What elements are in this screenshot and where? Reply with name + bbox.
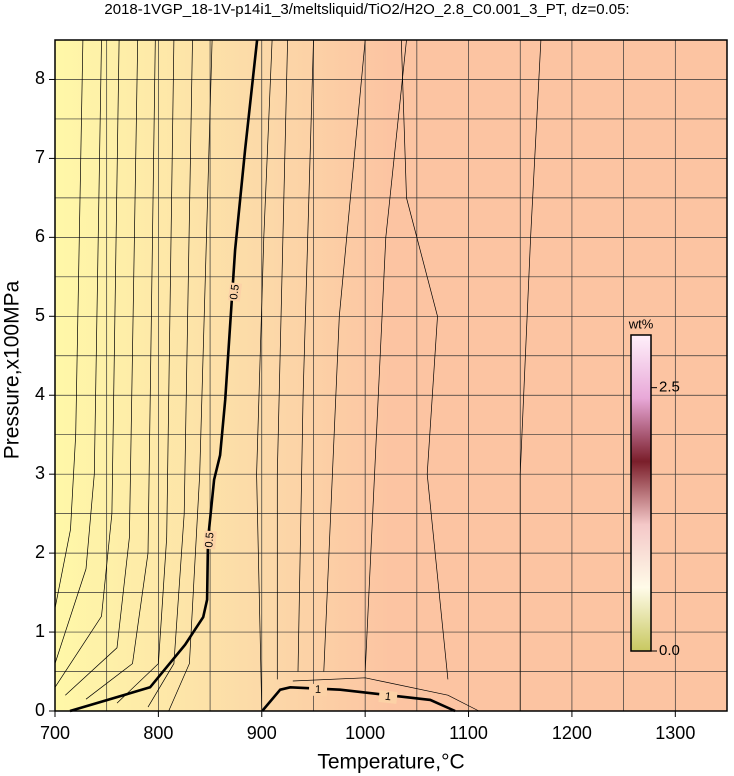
colorbar bbox=[630, 334, 652, 652]
contour-label: 0.5 bbox=[203, 532, 216, 548]
contour-label: 1 bbox=[315, 684, 322, 696]
contour-label-bg bbox=[308, 683, 328, 697]
x-axis-label: Temperature,°C bbox=[317, 751, 464, 774]
contour-line bbox=[54, 39, 102, 664]
contour-line bbox=[54, 39, 84, 609]
contour-line bbox=[85, 39, 156, 700]
colorbar-tick-label: 2.5 bbox=[659, 379, 680, 396]
y-axis-label: Pressure,x100MPa bbox=[1, 280, 24, 459]
colorbar-label: wt% bbox=[628, 316, 654, 331]
x-tick-label: 1300 bbox=[655, 723, 695, 743]
contour-label-bg bbox=[378, 690, 398, 704]
x-tick-label: 1100 bbox=[449, 723, 488, 743]
y-tick-label: 8 bbox=[35, 68, 45, 88]
y-tick-label: 2 bbox=[35, 542, 45, 562]
contour-line bbox=[276, 39, 288, 680]
x-tick-label: 1200 bbox=[552, 723, 592, 743]
contour-line bbox=[65, 39, 139, 696]
contour-line bbox=[147, 39, 193, 708]
y-tick-label: 6 bbox=[35, 226, 45, 246]
plot-frame bbox=[54, 39, 728, 712]
contour-line bbox=[168, 39, 213, 712]
contour-label: 1 bbox=[384, 691, 391, 704]
contour-line bbox=[116, 39, 175, 704]
contour-label-bg bbox=[227, 282, 243, 302]
y-tick-label: 4 bbox=[35, 384, 45, 404]
contour-line bbox=[292, 677, 480, 712]
x-tick-label: 900 bbox=[247, 723, 277, 743]
y-tick-label: 1 bbox=[35, 621, 45, 641]
y-tick-label: 0 bbox=[35, 700, 45, 720]
contour-line bbox=[54, 39, 120, 688]
y-tick-label: 5 bbox=[35, 305, 45, 325]
contour-label-bg bbox=[203, 530, 217, 550]
contour-line bbox=[519, 39, 542, 711]
contour-line bbox=[400, 39, 449, 680]
x-tick-label: 700 bbox=[40, 723, 70, 743]
y-tick-label: 3 bbox=[35, 463, 45, 483]
contour-line bbox=[297, 39, 314, 672]
x-tick-label: 800 bbox=[143, 723, 173, 743]
y-tick-label: 7 bbox=[35, 147, 45, 167]
colorbar-tick-label: 0.0 bbox=[659, 642, 680, 659]
contour-line bbox=[364, 39, 407, 672]
plot-background bbox=[55, 40, 727, 711]
chart-title: 2018-1VGP_18-1V-p14i1_3/meltsliquid/TiO2… bbox=[104, 1, 629, 18]
contour-line bbox=[256, 39, 273, 712]
x-tick-label: 1000 bbox=[345, 723, 385, 743]
contour-line-labeled bbox=[69, 39, 259, 713]
contour-label: 0.5 bbox=[228, 284, 242, 301]
contour-line bbox=[323, 39, 366, 672]
